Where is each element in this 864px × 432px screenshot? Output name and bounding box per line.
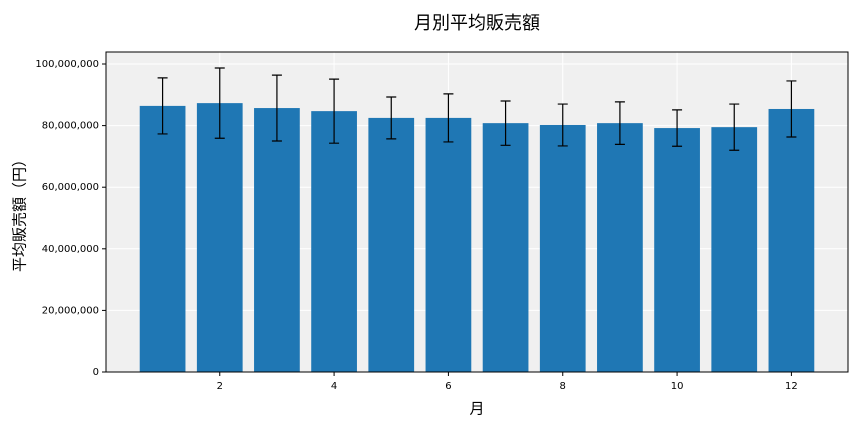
error-bar xyxy=(672,109,683,147)
error-bar xyxy=(214,67,225,139)
error-bar xyxy=(557,103,568,147)
bar xyxy=(539,124,586,373)
bar xyxy=(711,127,758,372)
error-bar xyxy=(786,80,797,138)
x-tick-label: 6 xyxy=(445,381,451,392)
chart-title: 月別平均販売額 xyxy=(414,13,540,34)
bar xyxy=(311,111,357,372)
y-tick-label: 0 xyxy=(93,367,99,378)
bar xyxy=(597,123,643,373)
x-axis-label: 月 xyxy=(469,400,484,418)
y-tick-label: 20,000,000 xyxy=(42,305,99,316)
bar xyxy=(654,128,700,372)
plot-frame xyxy=(105,51,849,373)
bar xyxy=(139,105,186,372)
error-bar xyxy=(500,100,511,146)
error-bar xyxy=(729,103,740,151)
y-tick-label: 40,000,000 xyxy=(42,244,99,255)
bar xyxy=(768,108,815,373)
error-bar xyxy=(271,74,282,142)
error-bar xyxy=(614,101,625,145)
y-tick-label: 60,000,000 xyxy=(42,182,99,193)
x-tick-label: 10 xyxy=(671,381,684,392)
bar xyxy=(482,123,529,373)
bar xyxy=(254,108,300,373)
error-bar xyxy=(386,96,397,140)
y-tick-label: 100,000,000 xyxy=(35,59,99,70)
bar xyxy=(368,117,415,372)
x-tick-label: 12 xyxy=(785,381,798,392)
error-bar xyxy=(157,77,168,135)
x-tick-label: 2 xyxy=(217,381,223,392)
x-tick-label: 8 xyxy=(560,381,566,392)
y-tick-label: 80,000,000 xyxy=(42,121,99,132)
plot-layer xyxy=(106,52,848,373)
error-bar xyxy=(329,78,340,144)
error-bar xyxy=(443,93,454,143)
bar xyxy=(196,103,243,372)
y-axis-label: 平均販売額（円） xyxy=(11,152,29,272)
bar xyxy=(425,117,472,372)
x-tick-label: 4 xyxy=(331,381,337,392)
